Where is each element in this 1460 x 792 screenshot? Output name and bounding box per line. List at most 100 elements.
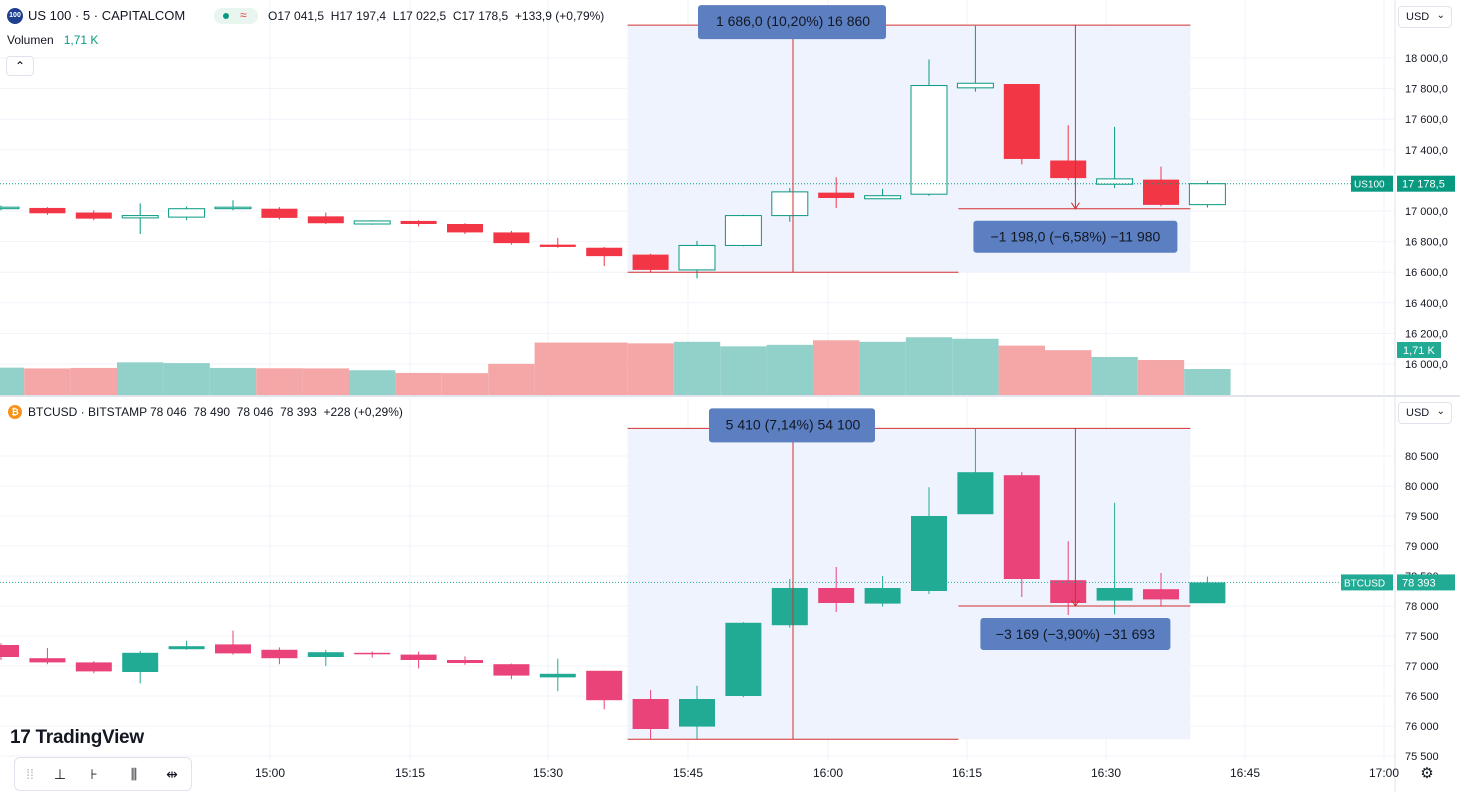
us100-candle-body — [261, 208, 298, 218]
volume-bar — [581, 342, 628, 395]
us100-candle-body — [956, 82, 994, 89]
us100-candle-body — [121, 215, 159, 219]
data-delay-icon: ≈ — [240, 8, 247, 22]
us100-candle-body — [632, 254, 669, 270]
fib-retracement-tool-icon[interactable]: ⊦ — [90, 766, 98, 782]
volume-legend[interactable]: Volumen 1,71 K — [7, 33, 98, 47]
settings-icon[interactable]: ⚙ — [1420, 765, 1434, 782]
volume-bar — [1137, 360, 1185, 395]
drag-handle-icon[interactable]: ⁞⁞ — [26, 766, 34, 782]
market-status-pill[interactable]: ≈ — [214, 8, 258, 24]
btc-candle-body — [215, 644, 251, 654]
us100-candle-body — [1188, 183, 1226, 206]
btc-candle-body — [818, 588, 855, 603]
btc-candle-body — [261, 649, 298, 659]
us100-y-tick-label: 16 800,0 — [1405, 237, 1448, 249]
date-price-range-tool-icon[interactable]: ⇹ — [166, 766, 178, 782]
us100-candle-body — [353, 220, 391, 225]
top-symbol-title[interactable]: US 100 · 5 · CAPITALCOM — [28, 8, 186, 23]
us100-measure-up-label: 1 686,0 (10,20%) 16 860 — [716, 13, 870, 29]
us100-candle-body — [724, 215, 762, 246]
time-axis-label: 16:15 — [952, 766, 982, 780]
us100-candle-body — [447, 224, 483, 233]
us100-candle-body — [493, 232, 530, 244]
volume-value: 1,71 K — [63, 33, 99, 47]
volume-bar — [209, 367, 257, 395]
bottom-legend[interactable]: BTCUSD · BITSTAMP — [28, 405, 147, 419]
btc-y-tick-label: 80 000 — [1405, 481, 1439, 493]
top-high: H17 197,4 — [330, 9, 387, 23]
brand-name: TradingView — [35, 727, 145, 748]
us100-symbol-badge: 100 — [7, 8, 23, 24]
us100-y-tick-label: 17 400,0 — [1405, 145, 1448, 157]
bars-pattern-tool-icon[interactable]: ⫼ — [130, 766, 138, 782]
us100-candle-body — [214, 206, 252, 210]
us100-last-price-tag — [1397, 175, 1455, 192]
long-position-tool-icon[interactable]: ⊥ — [53, 766, 67, 782]
btc-candle-body — [400, 654, 437, 660]
btc-candle-body — [1143, 589, 1179, 600]
btc-y-tick-label: 77 500 — [1405, 631, 1439, 643]
top-ohlc: O17 041,5 H17 197,4 L17 022,5 C17 178,5 … — [268, 9, 604, 23]
volume-bar — [720, 346, 767, 395]
btc-candle-body — [679, 699, 715, 727]
btc-candle-body — [586, 670, 623, 701]
us100-candle-body — [864, 195, 902, 200]
volume-bar — [117, 362, 164, 395]
btc-measure-range — [627, 428, 1191, 740]
btc-candle-body — [1003, 475, 1040, 579]
bottom-symbol-title[interactable]: BTCUSD · BITSTAMP — [28, 405, 148, 419]
btc-candle-body — [168, 646, 205, 650]
bottom-currency-select[interactable]: USD ⌄ — [1398, 402, 1452, 424]
btc-candle-body — [911, 516, 947, 591]
btc-symbol-tag — [1341, 574, 1393, 591]
btc-measure-down-label: −3 169 (−3,90%) −31 693 — [996, 626, 1155, 642]
us100-y-tick-label: 17 000,0 — [1405, 206, 1448, 218]
volume-bar — [0, 367, 25, 395]
btc-candle-body — [493, 664, 530, 676]
bottom-low: 78 046 — [236, 405, 274, 419]
btc-candle-body — [632, 699, 669, 729]
us100-candle-body — [307, 216, 344, 224]
top-legend[interactable]: US 100 · 5 · CAPITALCOM — [28, 8, 185, 23]
us100-candle-body — [818, 192, 855, 198]
us100-candle-body — [0, 206, 20, 210]
time-axis-label: 16:00 — [813, 766, 843, 780]
volume-bar — [163, 363, 210, 395]
volume-value-tag — [1397, 342, 1441, 358]
time-axis-label: 15:30 — [533, 766, 563, 780]
volume-bar — [302, 368, 349, 395]
btc-y-tick-label: 76 500 — [1405, 691, 1439, 703]
btc-symbol-tag-label: BTCUSD — [1344, 578, 1385, 589]
btc-candle-body — [75, 662, 112, 672]
us100-y-tick-label: 16 600,0 — [1405, 267, 1448, 279]
btc-y-tick-label: 78 000 — [1405, 601, 1439, 613]
btc-candle-body — [307, 652, 344, 657]
volume-bar — [534, 342, 581, 395]
us100-candle-body — [678, 244, 716, 271]
us100-measure-down-label: −1 198,0 (−6,58%) −11 980 — [990, 229, 1160, 245]
btc-candle-body — [0, 645, 19, 657]
volume-bar — [24, 368, 71, 395]
us100-y-tick-label: 16 400,0 — [1405, 298, 1448, 310]
btc-last-price-tag — [1397, 574, 1455, 591]
volume-bar — [1091, 357, 1138, 395]
collapse-legend-button[interactable]: ⌃ — [6, 56, 34, 76]
us100-candle-body — [29, 207, 66, 214]
btc-last-price-label: 78 393 — [1402, 577, 1436, 589]
us100-candle-body — [1050, 160, 1087, 179]
us100-candle-body — [910, 85, 948, 195]
volume-bar — [441, 373, 489, 395]
bitcoin-logo-icon: ₿ — [8, 405, 22, 419]
chevron-down-icon: ⌄ — [1436, 10, 1445, 21]
top-currency-select[interactable]: USD ⌄ — [1398, 6, 1452, 28]
time-axis-label: 15:45 — [673, 766, 703, 780]
tradingview-logo[interactable]: 17 TradingView — [10, 727, 144, 749]
btc-candle-body — [725, 622, 762, 696]
chevron-up-icon: ⌃ — [14, 59, 26, 73]
btc-y-tick-label: 75 500 — [1405, 751, 1439, 763]
bottom-currency-value: USD — [1406, 407, 1430, 419]
volume-label: Volumen — [7, 33, 54, 47]
